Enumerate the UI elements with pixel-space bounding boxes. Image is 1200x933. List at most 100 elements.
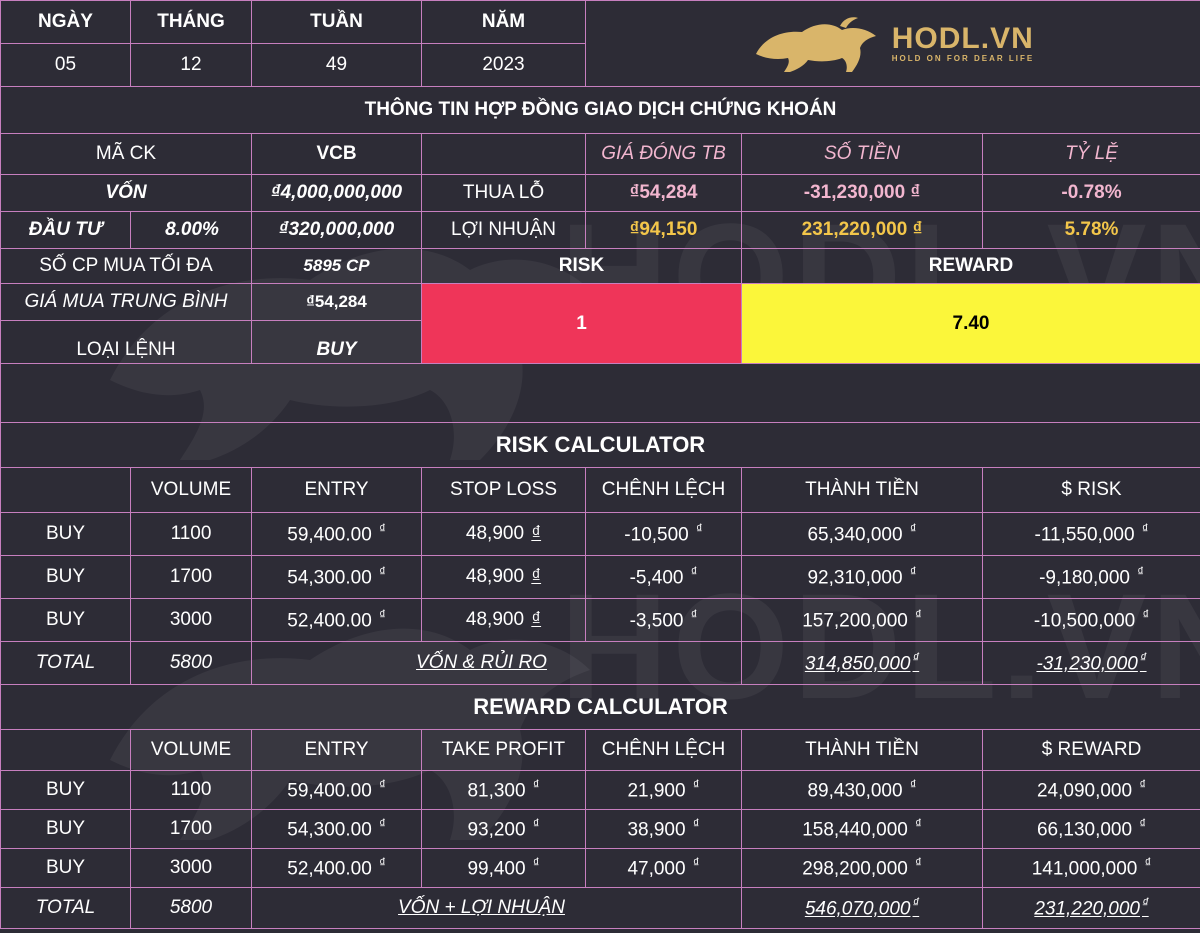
risk-header-entry: ENTRY <box>251 467 422 513</box>
reward-total-row: TOTAL 5800 VỐN + LỢI NHUẬN 546,070,000 ₫ … <box>0 887 1200 929</box>
col-gia-header: GIÁ ĐÓNG TB <box>585 133 742 175</box>
week-header: TUẦN <box>251 0 422 44</box>
reward-total-label: TOTAL <box>0 887 131 929</box>
loi-nhuan-price: ₫94,150 <box>585 211 742 249</box>
risk-summary-total: 314,850,000 ₫ <box>741 641 983 685</box>
reward-label: REWARD <box>741 248 1200 284</box>
risk-calc-cell-volume: 1700 <box>130 555 252 599</box>
day-value: 05 <box>0 43 131 87</box>
ma-ck-label: MÃ CK <box>0 133 252 175</box>
day-header: NGÀY <box>0 0 131 44</box>
reward-summary-label: VỐN + LỢI NHUẬN <box>251 887 742 929</box>
risk-calc-cell-total: 65,340,000 ₫ <box>741 512 983 556</box>
risk-calc-title: RISK CALCULATOR <box>0 422 1200 468</box>
risk-total-label: TOTAL <box>0 641 131 685</box>
date-header-row: NGÀY THÁNG TUẦN NĂM HODL.VN HOLD ON FOR … <box>0 0 1200 87</box>
von-value: ₫4,000,000,000 <box>251 174 422 212</box>
dau-tu-percent: 8.00% <box>130 211 252 249</box>
risk-header-volume: VOLUME <box>130 467 252 513</box>
contract-row-so-cp: SỐ CP MUA TỐI ĐA 5895 CP RISK REWARD <box>0 248 1200 284</box>
year-header: NĂM <box>421 0 586 44</box>
ma-ck-value: VCB <box>251 133 422 175</box>
month-value: 12 <box>130 43 252 87</box>
risk-calc-row: BUY 1100 59,400.00 ₫ 48,900 ₫ -10,500 ₫ 65,34… <box>0 512 1200 556</box>
empty-cell <box>421 133 586 175</box>
reward-calc-row: BUY 1700 54,300.00 ₫ 93,200 ₫ 38,900 ₫ 158,44… <box>0 809 1200 849</box>
reward-calc-cell-entry: 54,300.00 ₫ <box>251 809 422 849</box>
reward-value-cell: 7.40 <box>741 283 1200 364</box>
risk-calc-cell-diff: -3,500 ₫ <box>585 598 742 642</box>
risk-calc-cell-risk: -10,500,000 ₫ <box>982 598 1200 642</box>
loi-nhuan-amount: 231,220,000 ₫ <box>741 211 983 249</box>
reward-summary-reward: 231,220,000 ₫ <box>982 887 1200 929</box>
risk-calc-title-row: RISK CALCULATOR <box>0 422 1200 468</box>
risk-calc-row: BUY 3000 52,400.00 ₫ 48,900 ₫ -3,500 ₫ 157,20… <box>0 598 1200 642</box>
risk-calc-cell-stop-loss: 48,900 ₫ <box>421 512 586 556</box>
date-values-row: 05 12 49 2023 <box>0 43 1200 87</box>
week-value: 49 <box>251 43 422 87</box>
risk-summary-risk: -31,230,000 ₫ <box>982 641 1200 685</box>
risk-calc-cell-order-type: BUY <box>0 555 131 599</box>
reward-summary-total: 546,070,000 ₫ <box>741 887 983 929</box>
reward-calc-row: BUY 3000 52,400.00 ₫ 99,400 ₫ 47,000 ₫ 298,20… <box>0 848 1200 888</box>
contract-row-loai-lenh: LOẠI LỆNH BUY <box>0 320 1200 364</box>
dau-tu-label: ĐẦU TƯ <box>0 211 131 249</box>
risk-calc-cell-stop-loss: 48,900 ₫ <box>421 598 586 642</box>
reward-calc-title: REWARD CALCULATOR <box>0 684 1200 730</box>
risk-calc-cell-total: 157,200,000 ₫ <box>741 598 983 642</box>
risk-calc-cell-entry: 59,400.00 ₫ <box>251 512 422 556</box>
col-so-tien-header: SỐ TIỀN <box>741 133 983 175</box>
contract-row-gia-mua: GIÁ MUA TRUNG BÌNH ₫54,284 1 7.40 <box>0 283 1200 364</box>
loi-nhuan-percent: 5.78% <box>982 211 1200 249</box>
so-cp-value: 5895 CP <box>251 248 422 284</box>
risk-calc-cell-total: 92,310,000 ₫ <box>741 555 983 599</box>
gia-mua-value: ₫54,284 <box>251 283 422 321</box>
reward-calc-cell-total: 298,200,000 ₫ <box>741 848 983 888</box>
risk-calc-cell-order-type: BUY <box>0 512 131 556</box>
risk-calc-cell-stop-loss: 48,900 ₫ <box>421 555 586 599</box>
reward-calc-cell-diff: 38,900 ₫ <box>585 809 742 849</box>
contract-title: THÔNG TIN HỢP ĐỒNG GIAO DỊCH CHỨNG KHOÁN <box>0 86 1200 134</box>
reward-calc-cell-volume: 1100 <box>130 770 252 810</box>
risk-header-risk: $ RISK <box>982 467 1200 513</box>
risk-total-volume: 5800 <box>130 641 252 685</box>
von-label: VỐN <box>0 174 252 212</box>
reward-calc-cell-total: 158,440,000 ₫ <box>741 809 983 849</box>
risk-total-row: TOTAL 5800 VỐN & RỦI RO 314,850,000 ₫ -31… <box>0 641 1200 685</box>
reward-calc-cell-entry: 59,400.00 ₫ <box>251 770 422 810</box>
dau-tu-value: ₫320,000,000 <box>251 211 422 249</box>
reward-header-reward: $ REWARD <box>982 729 1200 771</box>
contract-title-row: THÔNG TIN HỢP ĐỒNG GIAO DỊCH CHỨNG KHOÁN <box>0 86 1200 134</box>
reward-total-volume: 5800 <box>130 887 252 929</box>
reward-calc-header-row: VOLUME ENTRY TAKE PROFIT CHÊNH LỆCH THÀN… <box>0 729 1200 771</box>
brand-name: HODL.VN <box>891 22 1034 55</box>
reward-header-total: THÀNH TIỀN <box>741 729 983 771</box>
risk-summary-label: VỐN & RỦI RO <box>251 641 742 685</box>
reward-calc-cell-take-profit: 93,200 ₫ <box>421 809 586 849</box>
risk-label: RISK <box>421 248 742 284</box>
reward-header-take-profit: TAKE PROFIT <box>421 729 586 771</box>
reward-header-volume: VOLUME <box>130 729 252 771</box>
bull-logo-icon <box>755 16 876 72</box>
risk-calc-cell-risk: -11,550,000 ₫ <box>982 512 1200 556</box>
thua-lo-price: ₫54,284 <box>585 174 742 212</box>
reward-calc-cell-reward: 66,130,000 ₫ <box>982 809 1200 849</box>
risk-calc-header-row: VOLUME ENTRY STOP LOSS CHÊNH LỆCH THÀNH … <box>0 467 1200 513</box>
reward-header-entry: ENTRY <box>251 729 422 771</box>
col-ty-le-header: TỶ LỆ <box>982 133 1200 175</box>
so-cp-label: SỐ CP MUA TỐI ĐA <box>0 248 252 284</box>
spacer-row <box>0 363 1200 423</box>
year-value: 2023 <box>421 43 586 87</box>
loai-lenh-label: LOẠI LỆNH <box>0 320 252 364</box>
risk-calc-cell-entry: 54,300.00 ₫ <box>251 555 422 599</box>
loi-nhuan-label: LỢI NHUẬN <box>421 211 586 249</box>
loai-lenh-value: BUY <box>251 320 422 364</box>
brand-logo: HODL.VN HOLD ON FOR DEAR LIFE <box>585 0 1200 87</box>
reward-header-blank <box>0 729 131 771</box>
risk-calc-cell-entry: 52,400.00 ₫ <box>251 598 422 642</box>
risk-calc-row: BUY 1700 54,300.00 ₫ 48,900 ₫ -5,400 ₫ 92,310… <box>0 555 1200 599</box>
reward-calc-cell-entry: 52,400.00 ₫ <box>251 848 422 888</box>
contract-row-von: VỐN ₫4,000,000,000 THUA LỖ ₫54,284 -31,2… <box>0 174 1200 212</box>
brand-tagline: HOLD ON FOR DEAR LIFE <box>891 54 1035 63</box>
